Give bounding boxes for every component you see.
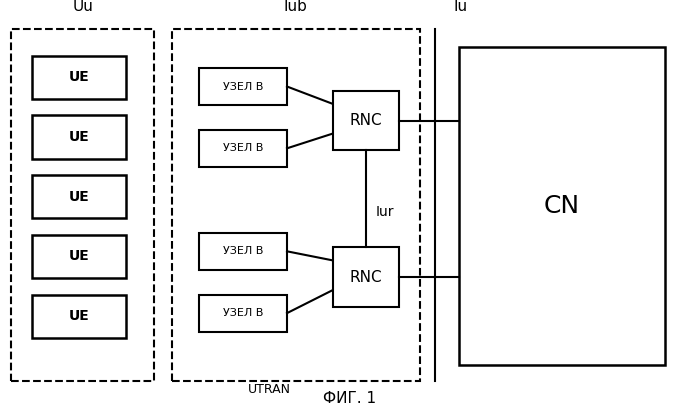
Text: Iub: Iub [284,0,307,14]
FancyBboxPatch shape [32,175,126,218]
Text: Iur: Iur [376,205,394,219]
Text: CN: CN [544,194,580,218]
Text: UE: UE [69,250,89,263]
Text: UTRAN: UTRAN [248,382,291,396]
FancyBboxPatch shape [332,91,399,150]
FancyBboxPatch shape [458,47,665,365]
FancyBboxPatch shape [199,130,287,167]
Text: UE: UE [69,130,89,144]
FancyBboxPatch shape [32,115,126,159]
Text: UE: UE [69,190,89,204]
Text: УЗЕЛ В: УЗЕЛ В [223,246,263,256]
Text: Iu: Iu [454,0,468,14]
FancyBboxPatch shape [32,235,126,278]
Text: УЗЕЛ В: УЗЕЛ В [223,143,263,153]
FancyBboxPatch shape [332,247,399,307]
FancyBboxPatch shape [199,68,287,105]
Text: UE: UE [69,309,89,323]
Text: УЗЕЛ В: УЗЕЛ В [223,308,263,318]
FancyBboxPatch shape [32,56,126,99]
Text: Uu: Uu [72,0,93,14]
FancyBboxPatch shape [32,295,126,338]
Text: УЗЕЛ В: УЗЕЛ В [223,82,263,91]
Text: RNC: RNC [349,269,382,285]
Text: ФИГ. 1: ФИГ. 1 [323,391,377,406]
Text: UE: UE [69,70,89,84]
Text: RNC: RNC [349,113,382,128]
FancyBboxPatch shape [199,295,287,332]
FancyBboxPatch shape [199,233,287,270]
